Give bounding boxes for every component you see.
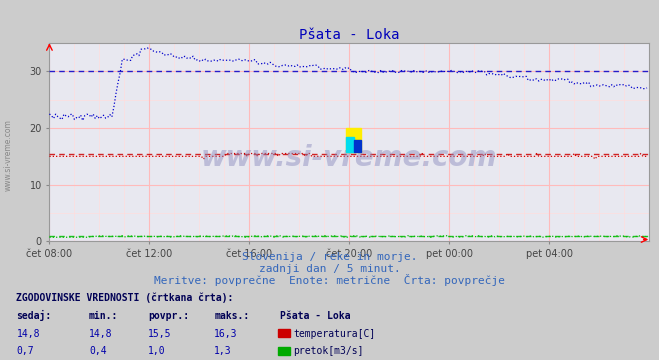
Title: Pšata - Loka: Pšata - Loka: [299, 28, 399, 42]
Bar: [346, 137, 354, 152]
Text: min.:: min.:: [89, 311, 119, 321]
Text: pretok[m3/s]: pretok[m3/s]: [293, 346, 364, 356]
Bar: [346, 128, 361, 152]
Text: 0,4: 0,4: [89, 346, 107, 356]
Text: sedaj:: sedaj:: [16, 310, 51, 321]
Text: 0,7: 0,7: [16, 346, 34, 356]
Text: www.si-vreme.com: www.si-vreme.com: [4, 119, 13, 191]
Text: 1,3: 1,3: [214, 346, 232, 356]
Text: Slovenija / reke in morje.: Slovenija / reke in morje.: [242, 252, 417, 262]
Text: temperatura[C]: temperatura[C]: [293, 329, 376, 339]
Text: www.si-vreme.com: www.si-vreme.com: [201, 144, 498, 172]
Text: ZGODOVINSKE VREDNOSTI (črtkana črta):: ZGODOVINSKE VREDNOSTI (črtkana črta):: [16, 292, 234, 303]
Text: 14,8: 14,8: [89, 329, 113, 339]
Text: Pšata - Loka: Pšata - Loka: [280, 311, 351, 321]
Text: zadnji dan / 5 minut.: zadnji dan / 5 minut.: [258, 264, 401, 274]
Text: 1,0: 1,0: [148, 346, 166, 356]
Text: 15,5: 15,5: [148, 329, 172, 339]
Text: maks.:: maks.:: [214, 311, 249, 321]
Text: 14,8: 14,8: [16, 329, 40, 339]
Text: 16,3: 16,3: [214, 329, 238, 339]
Text: povpr.:: povpr.:: [148, 311, 189, 321]
Bar: [354, 140, 361, 152]
Text: Meritve: povprečne  Enote: metrične  Črta: povprečje: Meritve: povprečne Enote: metrične Črta:…: [154, 274, 505, 286]
